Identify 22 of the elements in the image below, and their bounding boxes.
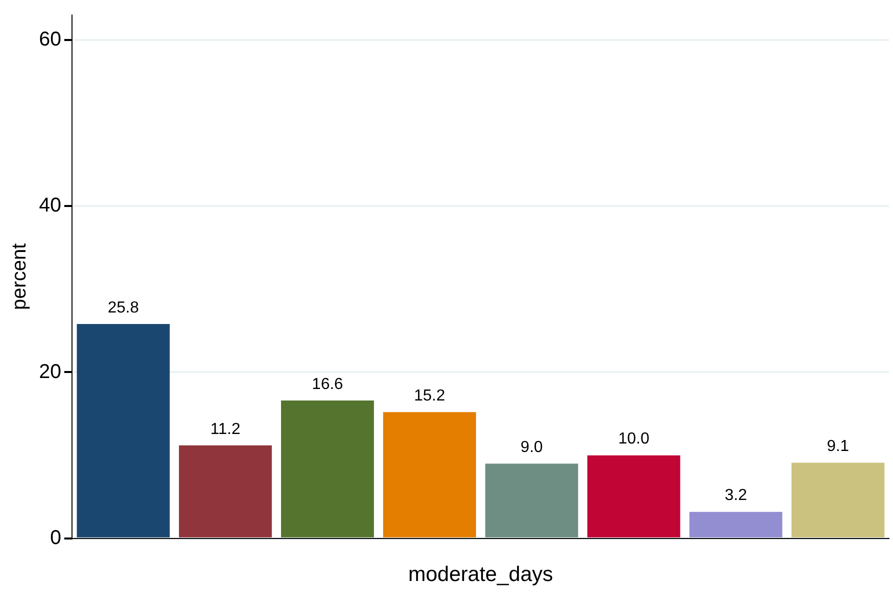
data-label: 16.6 (312, 376, 344, 393)
data-label: 25.8 (108, 299, 139, 316)
bar (689, 512, 782, 538)
data-label: 15.2 (414, 388, 446, 405)
bar (587, 455, 680, 538)
bar (76, 324, 170, 538)
y-tick-label: 40 (38, 194, 62, 217)
data-label: 9.0 (520, 439, 543, 456)
data-label: 3.2 (724, 487, 748, 504)
y-tick-label: 0 (50, 526, 62, 549)
data-label: 10.0 (618, 430, 650, 448)
bar (485, 464, 578, 538)
data-label: 11.2 (210, 420, 240, 438)
bar (178, 445, 272, 538)
y-axis-title: percent (8, 242, 31, 310)
bar (281, 400, 374, 538)
bar (383, 412, 476, 538)
bar (792, 462, 884, 538)
y-tick-label: 20 (38, 360, 62, 383)
x-axis-title: moderate_days (408, 563, 554, 586)
data-label: 9.1 (826, 438, 850, 456)
y-tick-label: 60 (38, 28, 62, 50)
